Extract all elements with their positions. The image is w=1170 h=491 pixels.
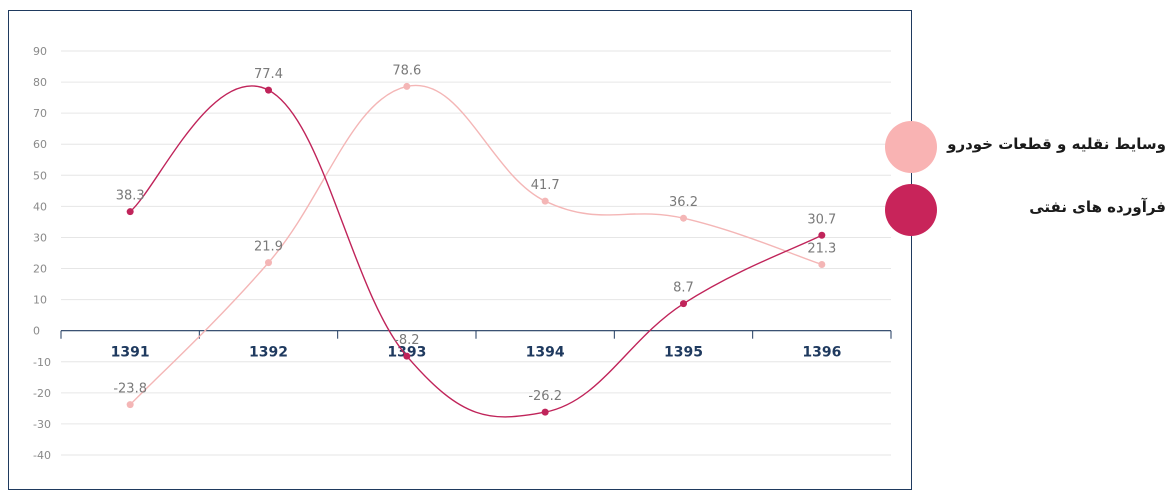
data-point[interactable]	[265, 259, 272, 267]
data-label: 30.7	[807, 212, 836, 227]
legend-item-vehicles[interactable]: وسایط نقلیه و قطعات خودرو	[885, 121, 1170, 173]
y-tick-label: 10	[33, 294, 47, 307]
legend-label-oil-products: فرآورده های نفتی	[1029, 198, 1166, 216]
data-label: -23.8	[113, 382, 147, 397]
y-tick-label: 50	[33, 169, 47, 182]
y-tick-label: 60	[33, 138, 47, 151]
series	[126, 82, 826, 418]
data-point[interactable]	[265, 86, 272, 94]
legend-label-vehicles: وسایط نقلیه و قطعات خودرو	[947, 135, 1166, 153]
data-point[interactable]	[680, 214, 687, 222]
data-point[interactable]	[126, 401, 134, 409]
y-tick-label: 30	[33, 231, 47, 244]
chart-area: 90 80 70 60 50 40 30 20 10 0 -10 -20 -30 -40 1391 1392…	[8, 10, 912, 490]
y-tick-label: -30	[33, 418, 51, 431]
data-label: -8.2	[394, 333, 419, 348]
data-label: 21.3	[807, 241, 836, 256]
data-label: 78.6	[392, 63, 421, 78]
y-tick-label: 0	[33, 325, 40, 338]
data-point[interactable]	[541, 197, 549, 205]
data-point[interactable]	[818, 231, 826, 239]
series-line-0	[129, 84, 823, 406]
legend-swatch-vehicles	[885, 121, 937, 173]
data-label: -26.2	[528, 389, 562, 404]
x-tick-label: 1395	[664, 345, 703, 361]
y-tick-label: 70	[33, 107, 47, 120]
data-point[interactable]	[403, 82, 411, 90]
x-axis: 139113921393139413951396	[60, 330, 892, 361]
data-point[interactable]	[541, 408, 549, 416]
y-tick-label: -10	[33, 356, 51, 369]
data-point[interactable]	[126, 208, 134, 216]
y-tick-label: 40	[33, 200, 47, 213]
line-chart: 90 80 70 60 50 40 30 20 10 0 -10 -20 -30 -40 1391 1392…	[33, 45, 892, 462]
data-label: 38.3	[116, 189, 145, 204]
y-tick-label: -40	[33, 449, 51, 462]
data-point[interactable]	[680, 300, 687, 308]
data-label: 77.4	[254, 67, 283, 82]
data-labels: -23.8 21.9 78.6 41.7 36.2 21.3 38.3 77.4 -8.2 -26…	[113, 63, 836, 404]
legend-swatch-oil-products	[885, 184, 937, 236]
data-label: 21.9	[254, 240, 283, 255]
x-tick-label: 1396	[802, 345, 841, 361]
series-line-1	[129, 85, 823, 418]
x-tick-label: 1391	[111, 345, 150, 361]
y-tick-label: -20	[33, 387, 51, 400]
x-tick-label: 1392	[249, 345, 288, 361]
y-tick-label: 80	[33, 76, 47, 89]
grid	[61, 50, 891, 456]
data-label: 8.7	[673, 281, 694, 296]
x-tick-label: 1394	[526, 345, 565, 361]
data-label: 41.7	[531, 178, 560, 193]
y-axis: 90 80 70 60 50 40 30 20 10 0 -10 -20 -30 -40	[33, 45, 51, 462]
data-point[interactable]	[403, 352, 411, 360]
y-tick-label: 20	[33, 263, 47, 276]
legend-item-oil-products[interactable]: فرآورده های نفتی	[885, 184, 1170, 236]
data-label: 36.2	[669, 195, 698, 210]
data-point[interactable]	[818, 260, 826, 268]
y-tick-label: 90	[33, 45, 47, 58]
